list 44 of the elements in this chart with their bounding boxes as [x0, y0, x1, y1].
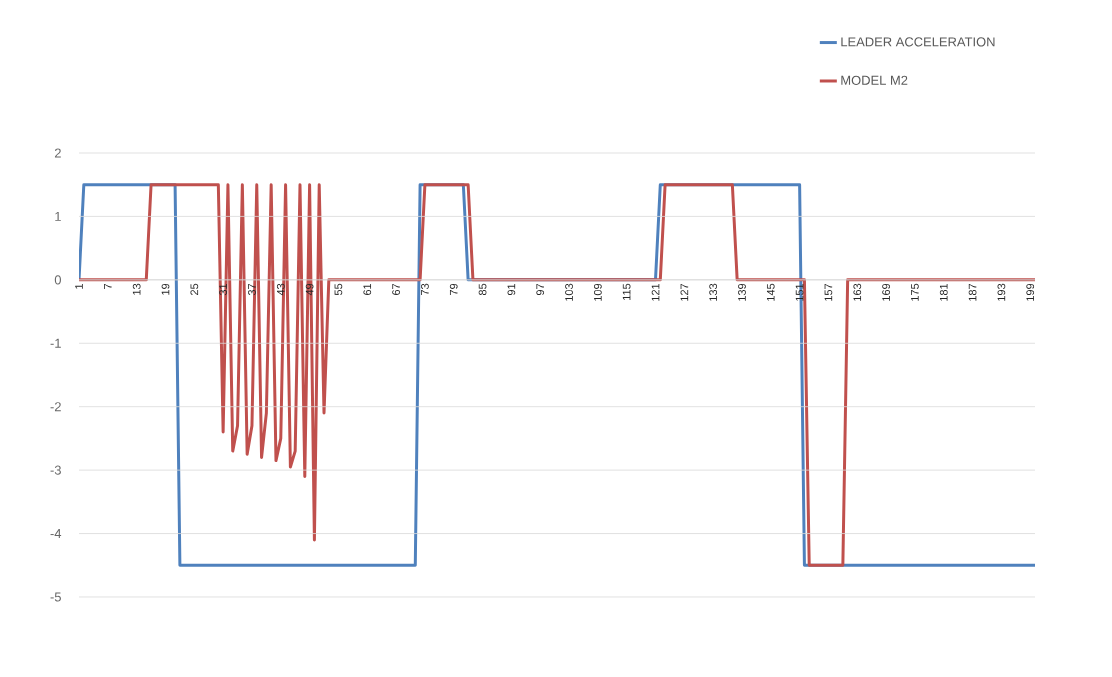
y-tick-label: -2 [50, 402, 61, 412]
x-tick-label: 127 [680, 283, 689, 301]
x-tick-label: 61 [363, 283, 372, 295]
x-tick-label: 169 [882, 283, 890, 301]
x-tick-label: 133 [709, 283, 718, 301]
y-tick-label: 2 [54, 148, 61, 158]
y-tick-label: -1 [50, 338, 61, 348]
y-tick-label: -5 [50, 592, 61, 602]
x-tick-label: 97 [536, 283, 545, 296]
x-tick-label: 187 [968, 283, 977, 301]
x-tick-label: 151 [795, 283, 804, 301]
x-tick-label: 91 [507, 283, 516, 296]
x-tick-label: 109 [593, 283, 602, 301]
x-tick-label: 67 [392, 283, 400, 295]
x-tick-label: 37 [248, 283, 256, 296]
x-tick-label: 121 [651, 283, 660, 301]
y-tick-label: 1 [55, 211, 61, 221]
x-tick-label: 175 [911, 283, 919, 301]
legend-label: MODEL M2 [841, 75, 908, 85]
x-tick-label: 85 [478, 283, 487, 296]
x-tick-label: 145 [766, 283, 775, 301]
x-tick-label: 19 [161, 283, 170, 295]
x-tick-label: 115 [622, 283, 631, 301]
x-tick-label: 13 [132, 283, 141, 295]
x-tick-label: 193 [997, 283, 1006, 301]
x-tick-label: 199 [1026, 283, 1035, 301]
y-tick-label: -3 [50, 465, 61, 475]
x-tick-label: 43 [276, 283, 285, 296]
x-tick-label: 103 [565, 283, 573, 301]
x-tick-label: 139 [738, 283, 746, 301]
x-tick-label: 55 [334, 283, 343, 296]
x-tick-label: 49 [305, 283, 314, 296]
y-tick-label: -4 [50, 529, 62, 539]
legend-label: LEADER ACCELERATION [841, 37, 995, 47]
x-tick-label: 181 [939, 283, 948, 301]
x-tick-label: 25 [190, 283, 199, 296]
x-tick-label: 1 [75, 283, 83, 289]
y-tick-label: 0 [54, 275, 61, 285]
x-tick-label: 79 [449, 283, 458, 295]
x-tick-label: 157 [824, 283, 833, 301]
x-tick-label: 31 [219, 283, 228, 296]
x-tick-label: 73 [421, 283, 429, 295]
x-tick-label: 163 [853, 283, 862, 301]
x-tick-label: 7 [104, 283, 112, 289]
